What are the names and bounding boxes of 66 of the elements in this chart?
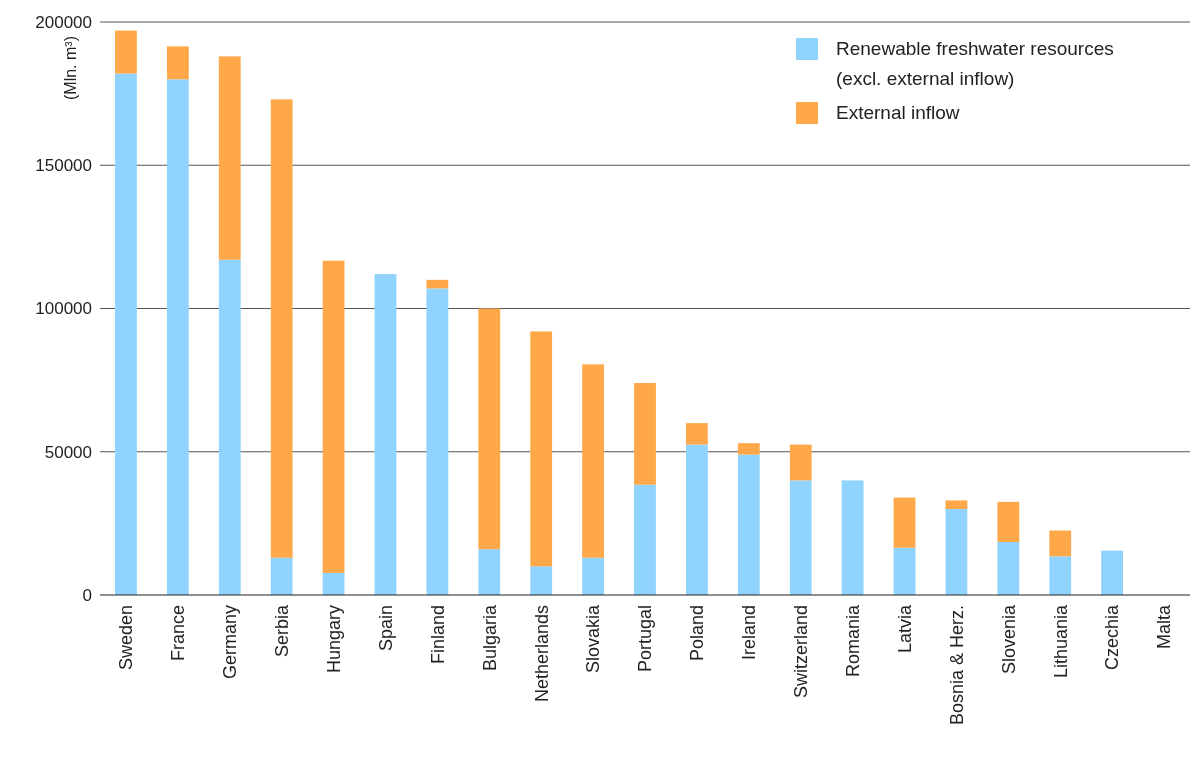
x-tick-label: Finland <box>427 605 448 665</box>
bar <box>270 99 293 558</box>
x-tick-label: Spain <box>375 605 396 652</box>
bar <box>218 259 241 595</box>
bar <box>686 444 708 595</box>
x-tick-label: Germany <box>220 605 241 680</box>
bar <box>426 288 449 595</box>
bar <box>686 423 708 445</box>
bar <box>634 382 656 485</box>
bar <box>530 331 553 567</box>
bar <box>1049 556 1072 595</box>
x-tick-label: Serbia <box>271 604 292 658</box>
y-tick-label: 0 <box>82 585 92 605</box>
bar <box>115 73 137 595</box>
bar <box>374 274 397 595</box>
x-tick-label: Lithuania <box>1050 604 1071 679</box>
bar <box>634 484 656 595</box>
x-tick-label: Czechia <box>1102 604 1123 671</box>
bar <box>322 260 345 573</box>
legend-label: External inflow <box>836 101 960 123</box>
bar <box>478 308 501 550</box>
bar <box>582 557 604 595</box>
bar <box>893 497 916 548</box>
x-tick-label: Latvia <box>894 604 915 654</box>
bar <box>997 542 1020 595</box>
bar <box>166 46 189 80</box>
x-tick-label: Bulgaria <box>479 604 500 672</box>
bar <box>789 480 812 595</box>
bar <box>582 364 604 558</box>
y-tick-label: 200000 <box>35 12 92 32</box>
x-tick-label: Portugal <box>635 605 656 673</box>
bar <box>945 509 968 595</box>
y-axis-title: (Mln. m³) <box>62 36 79 100</box>
bar <box>530 566 553 595</box>
x-tick-label: Slovenia <box>998 604 1019 675</box>
bar <box>737 443 760 455</box>
bar <box>322 572 345 595</box>
x-tick-label: Netherlands <box>531 605 552 703</box>
bar <box>1049 530 1072 557</box>
bar <box>478 549 501 595</box>
x-tick-label: Romania <box>842 604 863 678</box>
bar <box>426 279 449 289</box>
x-tick-label: Ireland <box>739 605 760 661</box>
bar <box>789 444 812 481</box>
bar <box>115 30 137 74</box>
x-tick-label: France <box>168 605 189 662</box>
x-tick-label: Bosnia & Herz. <box>946 605 967 726</box>
bar <box>218 56 241 260</box>
bar <box>270 557 293 595</box>
x-tick-label: Malta <box>1154 604 1175 650</box>
legend-label: Renewable freshwater resources (excl. external inflow) <box>836 37 1114 89</box>
bar <box>997 501 1020 542</box>
bar <box>945 500 968 510</box>
y-tick-label: 150000 <box>35 156 92 176</box>
bar <box>737 454 760 595</box>
bar <box>166 79 189 595</box>
x-tick-label: Slovakia <box>583 604 604 674</box>
x-tick-label: Switzerland <box>791 605 812 699</box>
bar <box>893 547 916 595</box>
bar <box>841 480 864 595</box>
y-tick-label: 50000 <box>44 442 92 462</box>
x-tick-label: Hungary <box>323 605 344 674</box>
bar <box>1101 550 1124 595</box>
y-tick-label: 100000 <box>35 299 92 319</box>
x-tick-label: Sweden <box>116 605 137 671</box>
x-tick-label: Poland <box>687 605 708 662</box>
